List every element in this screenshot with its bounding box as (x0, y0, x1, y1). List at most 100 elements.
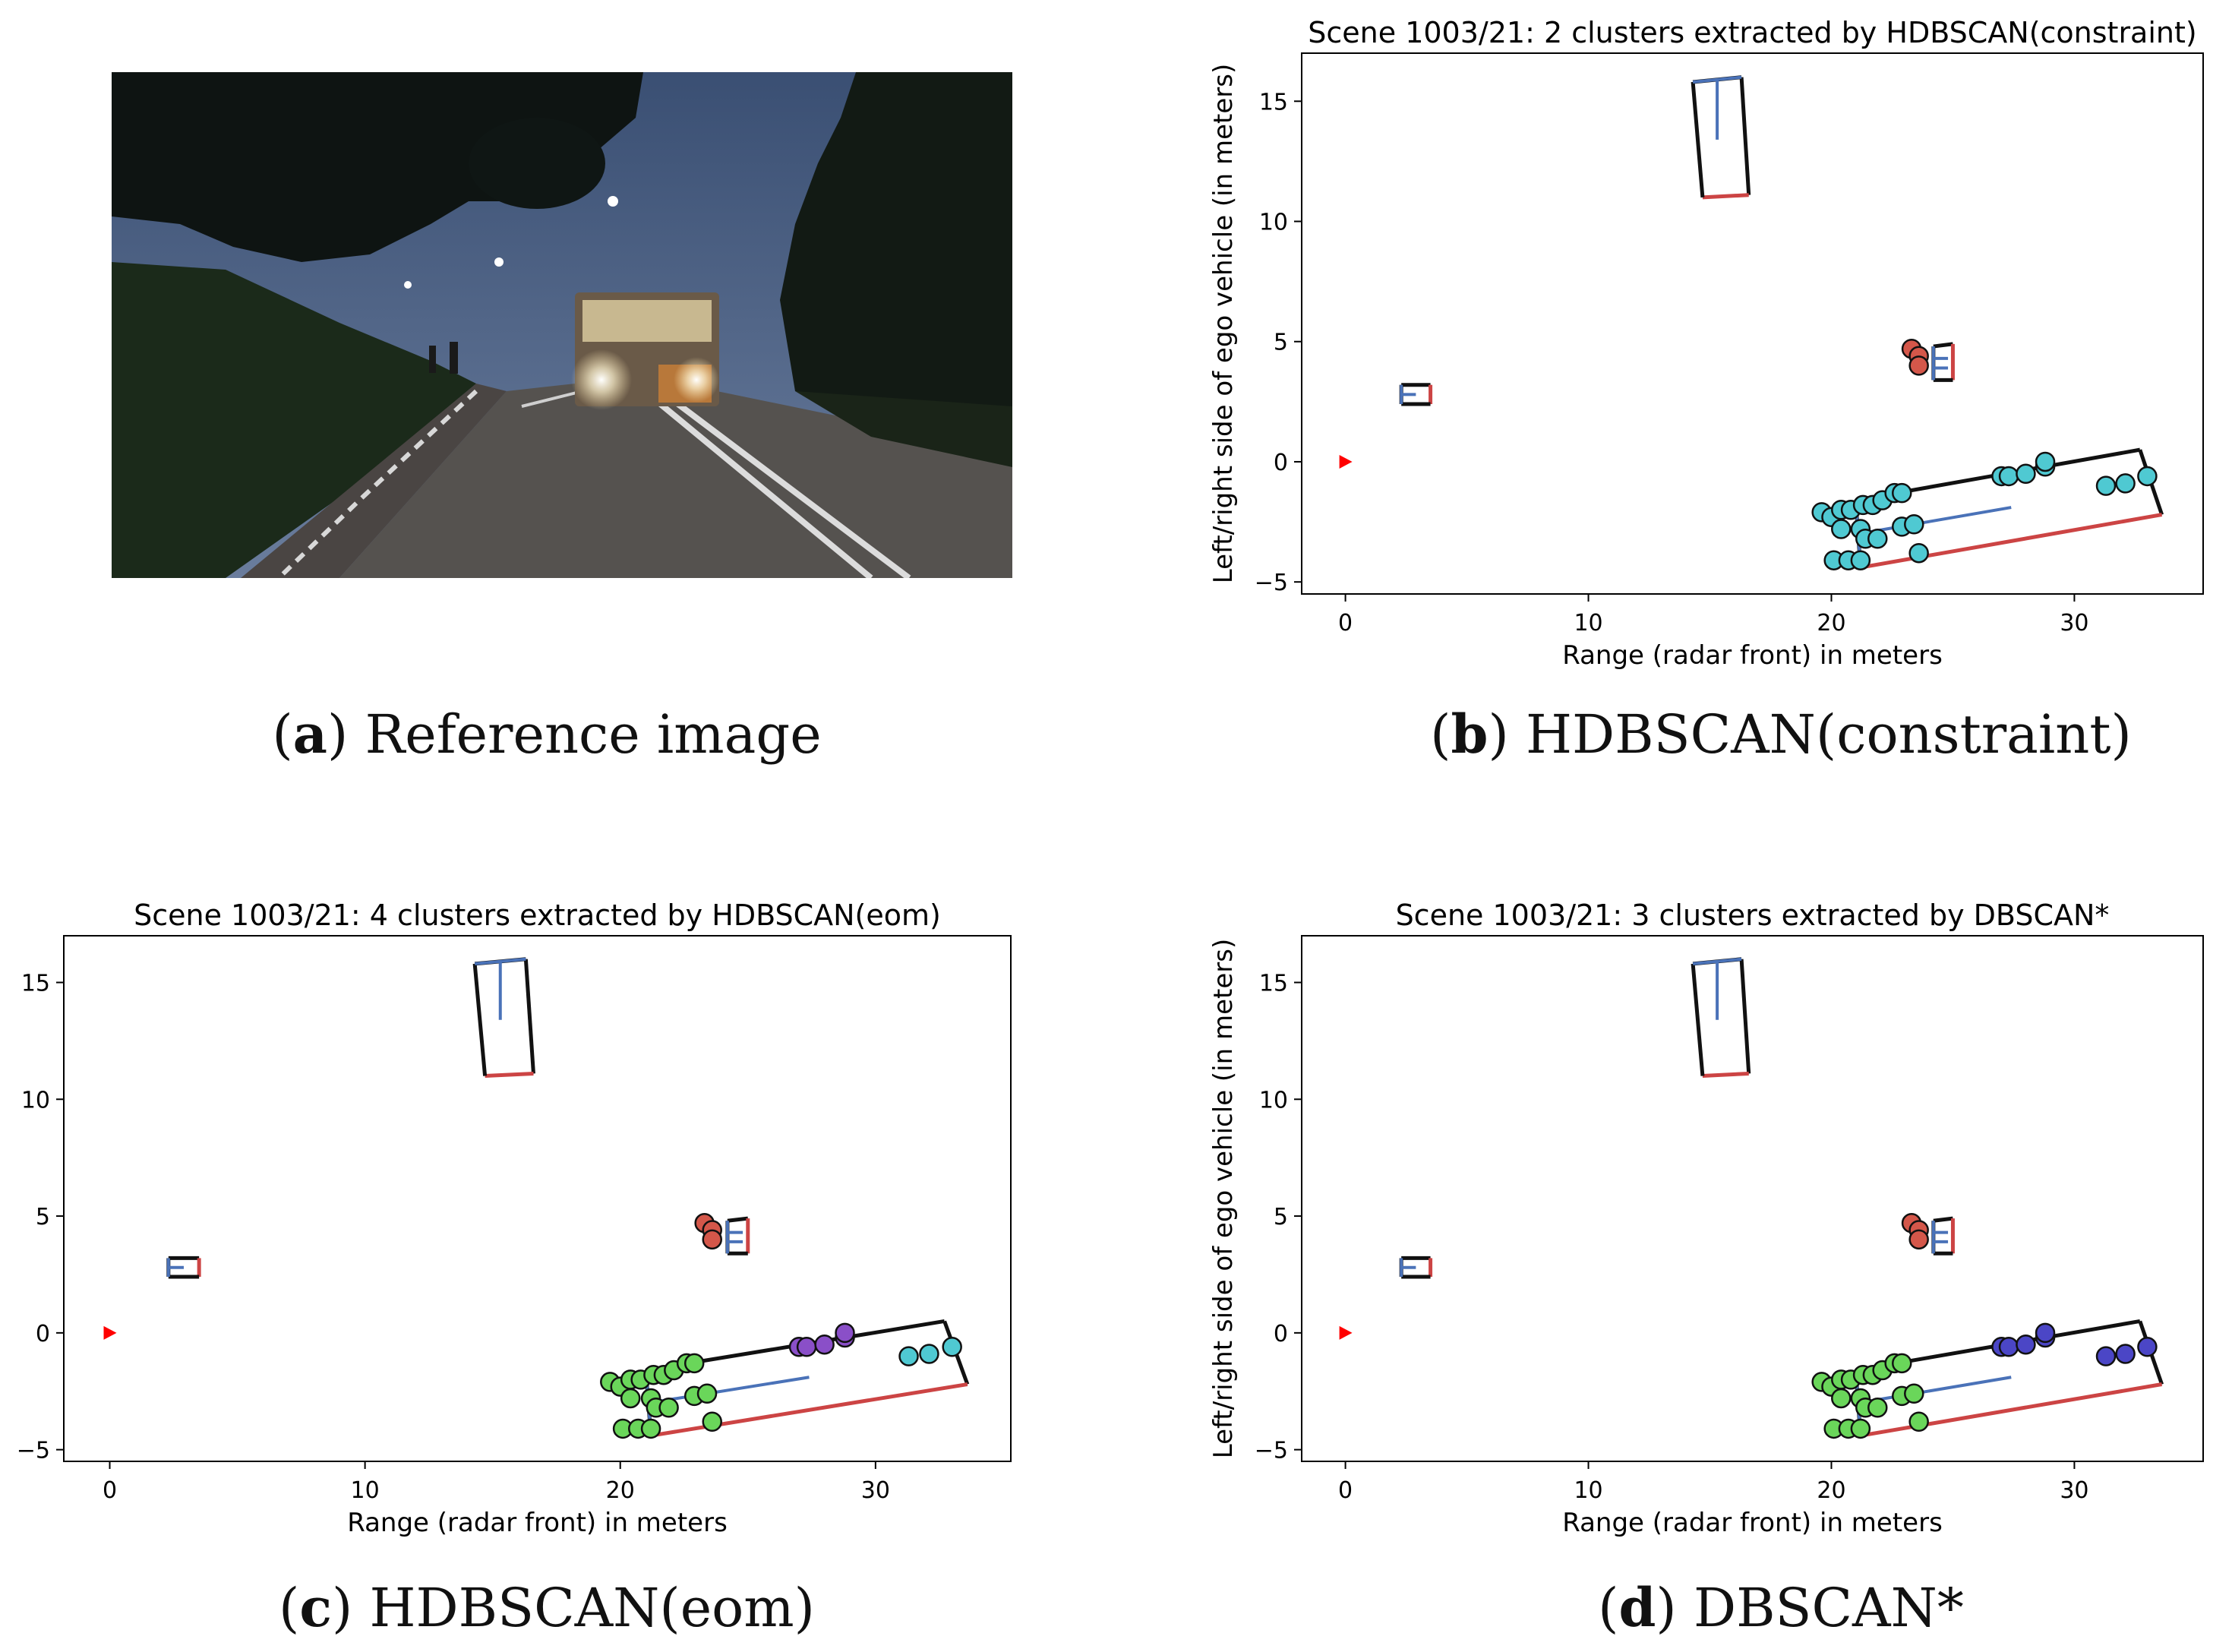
ego-vehicle-marker (1339, 454, 1353, 469)
y-tick-label: 15 (1259, 89, 1288, 115)
y-tick-label: 15 (1259, 971, 1288, 997)
x-tick-label: 10 (1574, 1477, 1602, 1504)
x-tick-label: 0 (1338, 1477, 1353, 1504)
radar-point (646, 1398, 667, 1418)
radar-point (1850, 550, 1871, 570)
ego-vehicle-marker (103, 1325, 117, 1340)
radar-point (653, 1364, 674, 1385)
radar-point (1884, 1353, 1905, 1374)
x-tick-label: 20 (1817, 610, 1845, 636)
y-tick-label: −5 (1255, 570, 1288, 596)
radar-point (2095, 1346, 2117, 1366)
radar-point (694, 1213, 715, 1233)
radar-point (1892, 482, 1912, 504)
radar-point (1823, 550, 1844, 570)
bounding-box-edge (1702, 1071, 1749, 1079)
x-tick-label: 30 (2060, 610, 2088, 636)
radar-point (683, 1353, 705, 1374)
bounding-box-edge (1933, 342, 1953, 349)
x-axis-label: Range (radar front) in meters (1562, 640, 1943, 671)
y-tick-label: 0 (36, 1321, 50, 1347)
bounding-box-edge (472, 963, 488, 1076)
radar-point (1831, 1369, 1852, 1390)
bounding-box-edge (2138, 449, 2164, 516)
radar-point (1850, 1418, 1871, 1439)
ego-vehicle-marker (1339, 1325, 1353, 1340)
radar-point (628, 1418, 649, 1439)
radar-point (1908, 542, 1929, 564)
radar-point (1840, 499, 1861, 520)
radar-point (1855, 528, 1876, 549)
radar-point (835, 1327, 855, 1348)
radar-point (1872, 490, 1893, 510)
y-tick-label: 5 (1274, 330, 1288, 356)
x-tick-label: 10 (351, 1477, 380, 1504)
x-tick-label: 30 (861, 1477, 890, 1504)
radar-point (1852, 494, 1874, 516)
bounding-box-edge (1739, 959, 1751, 1074)
bounding-box-edge (1691, 81, 1705, 198)
radar-point (620, 1369, 641, 1390)
radar-point (2035, 451, 2056, 472)
radar-point (676, 1353, 697, 1374)
bounding-box-axis (1692, 957, 1742, 965)
radar-point (1831, 519, 1852, 539)
y-tick-label: −5 (1255, 1438, 1288, 1464)
radar-point (1821, 1376, 1842, 1397)
radar-point (2035, 1322, 2056, 1344)
radar-point (1901, 1213, 1922, 1233)
plot-frame (1301, 52, 2204, 595)
radar-point (796, 1337, 817, 1357)
bounding-box-edge (1860, 1382, 2163, 1438)
radar-point (1872, 1360, 1893, 1381)
radar-point (1908, 355, 1929, 376)
bounding-box-edge (474, 957, 526, 966)
radar-point (1904, 513, 1924, 535)
chart-title: Scene 1003/21: 2 clusters extracted by H… (1308, 16, 2196, 49)
radar-point (1862, 494, 1883, 516)
radar-point (1840, 1369, 1861, 1390)
bounding-box-edge (2138, 1320, 2164, 1385)
radar-point (620, 1388, 641, 1409)
radar-point (610, 1376, 630, 1397)
y-tick-label: 5 (1274, 1204, 1288, 1230)
radar-point (702, 1220, 722, 1240)
radar-point (1850, 1388, 1871, 1409)
radar-point (1852, 1364, 1874, 1385)
radar-point (835, 1322, 855, 1344)
y-tick-label: 10 (1259, 1087, 1288, 1113)
radar-point (640, 1388, 661, 1409)
bounding-box-edge (1692, 957, 1742, 966)
chart-title: Scene 1003/21: 4 clusters extracted by H… (134, 899, 941, 932)
x-tick-label: 20 (606, 1477, 635, 1504)
radar-point (640, 1418, 661, 1439)
radar-point (1867, 528, 1888, 549)
radar-point (1823, 1418, 1844, 1439)
radar-point (664, 1360, 684, 1381)
bounding-box-axis (1854, 1369, 1862, 1436)
x-tick-label: 20 (1817, 1477, 1845, 1504)
radar-point (2016, 1334, 2036, 1355)
bounding-box-edge (1933, 1216, 1953, 1223)
y-axis-label: Left/right side of ego vehicle (in meter… (1208, 939, 1239, 1458)
y-axis-label: Left/right side of ego vehicle (in meter… (1208, 64, 1239, 583)
caption-a: (a) Reference image (272, 703, 822, 766)
radar-point (630, 1369, 651, 1390)
radar-point (2137, 1337, 2158, 1357)
bounding-box-edge (645, 1319, 946, 1372)
plot-frame (63, 935, 1012, 1462)
radar-point (1884, 482, 1905, 504)
radar-point (2095, 475, 2117, 496)
bounding-box-edge (643, 1369, 653, 1436)
radar-point (1831, 499, 1852, 520)
radar-point (1838, 1418, 1859, 1439)
x-tick-label: 0 (1338, 610, 1353, 636)
radar-point (1892, 516, 1912, 537)
radar-point (1811, 502, 1832, 523)
radar-point (2115, 473, 2136, 494)
bounding-box-edge (1739, 77, 1751, 195)
radar-point (1831, 1388, 1852, 1409)
y-tick-label: 10 (21, 1087, 50, 1113)
bounding-box-edge (1702, 193, 1749, 200)
x-axis-label: Range (radar front) in meters (347, 1508, 728, 1538)
